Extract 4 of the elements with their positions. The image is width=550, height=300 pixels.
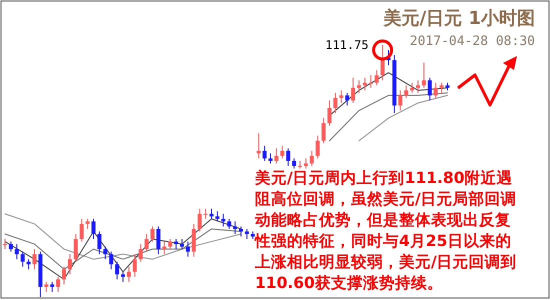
annotation: 111.75 xyxy=(325,38,369,52)
annotation: 美元/日元周内上行到111.80附近遇阻高位回调，虽然美元/日元局部回调动能略占优势，但是整体表现出反复性强的特征，同时与4月25日以来的上涨相比明显较弱，美元/日元回调到110.60获支撑涨势持续。 xyxy=(255,168,517,294)
chart-title: 美元/日元 1小时图 xyxy=(382,8,535,29)
chart-subtitle: 2017-04-28 08:30 xyxy=(410,34,535,49)
